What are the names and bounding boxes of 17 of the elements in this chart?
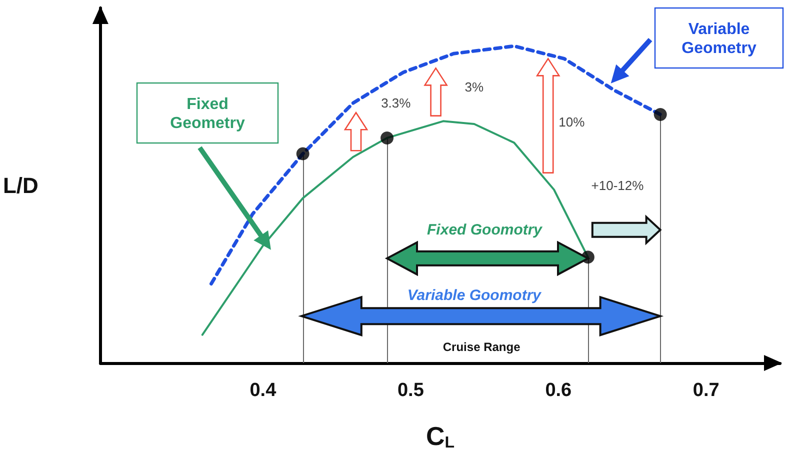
annotation: 10% [558,114,586,130]
point [654,108,667,121]
point [296,147,310,160]
annotation: Variable Goomotry [407,286,542,304]
point [380,131,394,144]
y-axis-title: L/D [2,173,38,198]
annotation: 3.3% [381,96,412,111]
annotation: 3% [464,80,484,95]
annotation: Fixed Goomotry [427,221,543,238]
callout-box: Fixed Geometry [136,82,279,144]
x-tick-label: 0.6 [545,380,572,401]
annotation: Cruise Range [442,340,521,354]
x-tick-label: 0.5 [397,380,424,401]
callout-box: Variable Geometry [654,7,784,69]
x-tick-label: 0.7 [692,380,720,401]
annotation: +10-12% [591,178,644,193]
x-tick-label: 0.4 [250,380,277,401]
